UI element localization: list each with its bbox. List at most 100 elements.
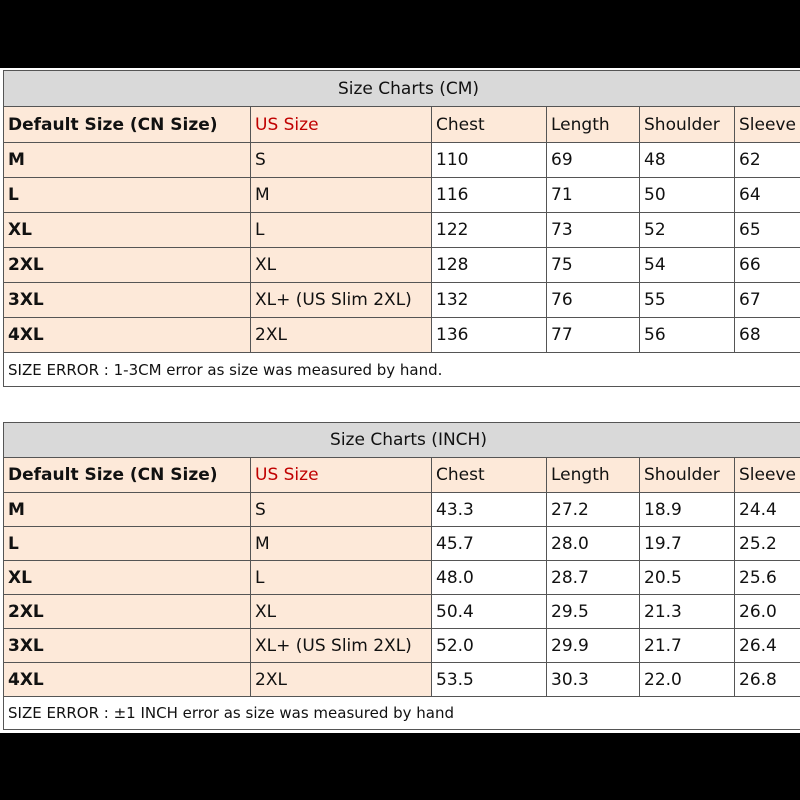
measurement-cell: 55 xyxy=(639,282,735,318)
column-header: Default Size (CN Size) xyxy=(3,106,251,143)
measurement-cell: 64 xyxy=(734,177,800,213)
cn-size-cell: M xyxy=(3,492,251,527)
measurement-cell: 29.5 xyxy=(546,594,640,629)
measurement-cell: 56 xyxy=(639,317,735,353)
cn-size-cell: 4XL xyxy=(3,662,251,697)
table-row: XL L 48.0 28.7 20.5 25.6 xyxy=(3,560,800,595)
measurement-cell: 52 xyxy=(639,212,735,248)
bottom-black-band xyxy=(0,733,800,800)
header-row: Default Size (CN Size) US Size Chest Length… xyxy=(3,106,800,143)
measurement-cell: 22.0 xyxy=(639,662,735,697)
measurement-cell: 68 xyxy=(734,317,800,353)
measurement-cell: 75 xyxy=(546,247,640,283)
measurement-cell: 21.3 xyxy=(639,594,735,629)
measurement-cell: 50.4 xyxy=(431,594,547,629)
us-size-cell: XL xyxy=(250,594,432,629)
size-error-note: SIZE ERROR : 1-3CM error as size was mea… xyxy=(3,352,800,387)
measurement-cell: 110 xyxy=(431,142,547,178)
size-error-note: SIZE ERROR : ±1 INCH error as size was m… xyxy=(3,696,800,730)
column-header: US Size xyxy=(250,457,432,493)
table-title-row: Size Charts (INCH) xyxy=(3,422,800,458)
measurement-cell: 29.9 xyxy=(546,628,640,663)
measurement-cell: 53.5 xyxy=(431,662,547,697)
measurement-cell: 28.7 xyxy=(546,560,640,595)
column-header: Chest xyxy=(431,457,547,493)
cn-size-cell: 3XL xyxy=(3,282,251,318)
table-row: L M 116 71 50 64 xyxy=(3,177,800,213)
table-row: L M 45.7 28.0 19.7 25.2 xyxy=(3,526,800,561)
measurement-cell: 24.4 xyxy=(734,492,800,527)
measurement-cell: 45.7 xyxy=(431,526,547,561)
measurement-cell: 21.7 xyxy=(639,628,735,663)
column-header: Chest xyxy=(431,106,547,143)
us-size-cell: L xyxy=(250,212,432,248)
measurement-cell: 48.0 xyxy=(431,560,547,595)
measurement-cell: 20.5 xyxy=(639,560,735,595)
measurement-cell: 69 xyxy=(546,142,640,178)
table-title: Size Charts (INCH) xyxy=(3,422,800,458)
size-chart-inch: Size Charts (INCH) Default Size (CN Size)… xyxy=(3,422,800,730)
column-header: Length xyxy=(546,457,640,493)
measurement-cell: 26.8 xyxy=(734,662,800,697)
measurement-cell: 26.4 xyxy=(734,628,800,663)
us-size-cell: 2XL xyxy=(250,662,432,697)
us-size-cell: L xyxy=(250,560,432,595)
size-error-note-row: SIZE ERROR : 1-3CM error as size was mea… xyxy=(3,352,800,387)
measurement-cell: 136 xyxy=(431,317,547,353)
us-size-cell: XL+ (US Slim 2XL) xyxy=(250,628,432,663)
measurement-cell: 77 xyxy=(546,317,640,353)
header-row: Default Size (CN Size) US Size Chest Length… xyxy=(3,457,800,493)
measurement-cell: 71 xyxy=(546,177,640,213)
column-header: Shoulder xyxy=(639,106,735,143)
measurement-cell: 54 xyxy=(639,247,735,283)
measurement-cell: 30.3 xyxy=(546,662,640,697)
measurement-cell: 128 xyxy=(431,247,547,283)
table-row: 3XL XL+ (US Slim 2XL) 52.0 29.9 21.7 26.4 xyxy=(3,628,800,663)
measurement-cell: 132 xyxy=(431,282,547,318)
table-title-row: Size Charts (CM) xyxy=(3,70,800,107)
us-size-cell: M xyxy=(250,526,432,561)
cn-size-cell: M xyxy=(3,142,251,178)
measurement-cell: 66 xyxy=(734,247,800,283)
measurement-cell: 26.0 xyxy=(734,594,800,629)
table-row: M S 110 69 48 62 xyxy=(3,142,800,178)
measurement-cell: 19.7 xyxy=(639,526,735,561)
cn-size-cell: 3XL xyxy=(3,628,251,663)
measurement-cell: 43.3 xyxy=(431,492,547,527)
us-size-cell: XL+ (US Slim 2XL) xyxy=(250,282,432,318)
us-size-cell: XL xyxy=(250,247,432,283)
table-row: 2XL XL 50.4 29.5 21.3 26.0 xyxy=(3,594,800,629)
cn-size-cell: XL xyxy=(3,560,251,595)
measurement-cell: 65 xyxy=(734,212,800,248)
cn-size-cell: L xyxy=(3,177,251,213)
column-header: Sleeve xyxy=(734,457,800,493)
cn-size-cell: L xyxy=(3,526,251,561)
cn-size-cell: 2XL xyxy=(3,594,251,629)
table-row: 2XL XL 128 75 54 66 xyxy=(3,247,800,283)
column-header: Sleeve xyxy=(734,106,800,143)
table-title: Size Charts (CM) xyxy=(3,70,800,107)
table-row: XL L 122 73 52 65 xyxy=(3,212,800,248)
measurement-cell: 116 xyxy=(431,177,547,213)
us-size-cell: 2XL xyxy=(250,317,432,353)
cn-size-cell: XL xyxy=(3,212,251,248)
size-error-note-row: SIZE ERROR : ±1 INCH error as size was m… xyxy=(3,696,800,730)
measurement-cell: 67 xyxy=(734,282,800,318)
measurement-cell: 62 xyxy=(734,142,800,178)
measurement-cell: 122 xyxy=(431,212,547,248)
measurement-cell: 25.6 xyxy=(734,560,800,595)
table-row: 3XL XL+ (US Slim 2XL) 132 76 55 67 xyxy=(3,282,800,318)
measurement-cell: 28.0 xyxy=(546,526,640,561)
measurement-cell: 52.0 xyxy=(431,628,547,663)
size-chart-cm: Size Charts (CM) Default Size (CN Size) US… xyxy=(3,70,800,387)
table-row: 4XL 2XL 53.5 30.3 22.0 26.8 xyxy=(3,662,800,697)
us-size-cell: S xyxy=(250,492,432,527)
cn-size-cell: 2XL xyxy=(3,247,251,283)
column-header: US Size xyxy=(250,106,432,143)
table-row: 4XL 2XL 136 77 56 68 xyxy=(3,317,800,353)
top-black-band xyxy=(0,0,800,68)
measurement-cell: 18.9 xyxy=(639,492,735,527)
column-header: Default Size (CN Size) xyxy=(3,457,251,493)
column-header: Length xyxy=(546,106,640,143)
measurement-cell: 25.2 xyxy=(734,526,800,561)
